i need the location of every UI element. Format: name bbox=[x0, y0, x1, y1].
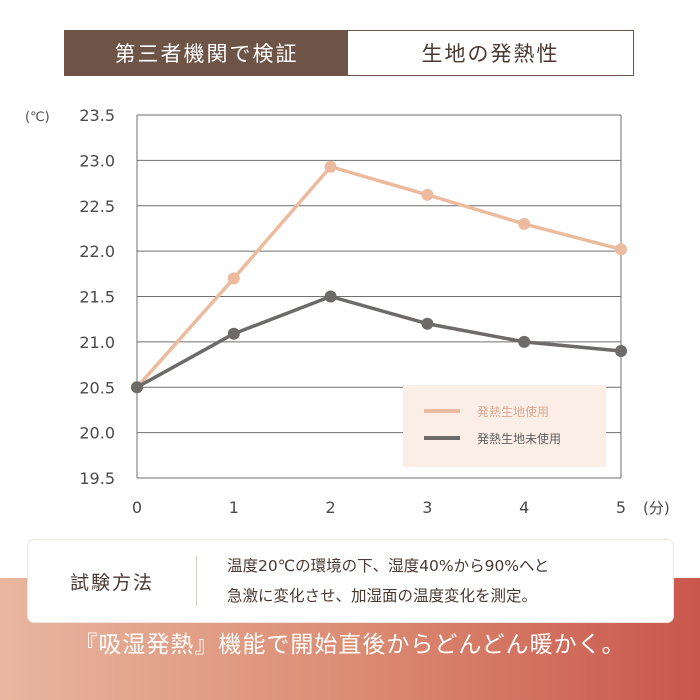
data-point bbox=[615, 344, 627, 357]
test-method-line-1: 温度20℃の環境の下、湿度40%から90%へと bbox=[227, 557, 550, 575]
y-tick-label: 23.5 bbox=[79, 106, 115, 125]
slogan: 『吸湿発熱』機能で開始直後からどんどん暖かく。 bbox=[74, 632, 626, 658]
y-tick-label: 23.0 bbox=[79, 151, 115, 170]
y-tick-label: 22.0 bbox=[79, 242, 115, 261]
section-title: 生地の発熱性 bbox=[421, 42, 560, 66]
test-method-divider bbox=[196, 556, 197, 606]
test-method-label: 試験方法 bbox=[69, 571, 154, 594]
data-point bbox=[227, 327, 240, 340]
chart-axis-labels: 19.5 20.0 20.5 21.0 21.5 22.0 22.5 23.0 23.5 0 1 2 3… bbox=[25, 106, 670, 517]
y-tick-label: 21.0 bbox=[79, 333, 115, 352]
legend-box bbox=[403, 385, 606, 467]
test-method-description: 温度20℃の環境の下、湿度40%から90%へと 急激に変化させ、加湿面の温度変化… bbox=[197, 551, 549, 611]
legend-label: 発熱生地使用 bbox=[477, 404, 549, 419]
data-point bbox=[518, 217, 531, 230]
y-tick-label: 21.5 bbox=[79, 288, 115, 307]
data-point bbox=[421, 317, 434, 330]
y-tick-label: 22.5 bbox=[79, 197, 115, 216]
data-point bbox=[615, 243, 627, 256]
y-unit-label: (℃) bbox=[25, 110, 50, 125]
data-point bbox=[518, 335, 531, 348]
series-line bbox=[136, 294, 622, 389]
test-method-box: 試験方法 温度20℃の環境の下、湿度40%から90%へと 急激に変化させ、加湿面… bbox=[28, 540, 673, 622]
temperature-line-chart: 19.5 20.0 20.5 21.0 21.5 22.0 22.5 23.0 23.5 0 1 2 3… bbox=[25, 106, 670, 517]
data-point bbox=[131, 381, 143, 394]
legend-label: 発熱生地未使用 bbox=[477, 431, 561, 446]
x-tick-label: 4 bbox=[519, 498, 529, 517]
data-point bbox=[421, 188, 434, 201]
x-tick-label: 1 bbox=[229, 498, 239, 517]
x-tick-label: 0 bbox=[132, 498, 142, 517]
data-point bbox=[324, 160, 337, 173]
series-line bbox=[135, 164, 622, 389]
data-point bbox=[227, 272, 240, 285]
section-header: 第三者機関で検証 生地の発熱性 bbox=[64, 30, 634, 76]
x-tick-label: 5 bbox=[616, 498, 626, 517]
y-tick-label: 20.0 bbox=[79, 424, 115, 443]
data-point bbox=[324, 290, 337, 303]
verification-badge: 第三者機関で検証 bbox=[65, 31, 348, 75]
x-tick-label: 3 bbox=[422, 498, 432, 517]
x-unit-label: (分) bbox=[643, 499, 670, 517]
x-tick-label: 2 bbox=[326, 498, 336, 517]
y-tick-label: 19.5 bbox=[79, 469, 115, 488]
test-method-line-2: 急激に変化させ、加湿面の温度変化を測定。 bbox=[227, 587, 538, 605]
chart-series bbox=[131, 160, 627, 394]
y-tick-label: 20.5 bbox=[79, 378, 115, 397]
